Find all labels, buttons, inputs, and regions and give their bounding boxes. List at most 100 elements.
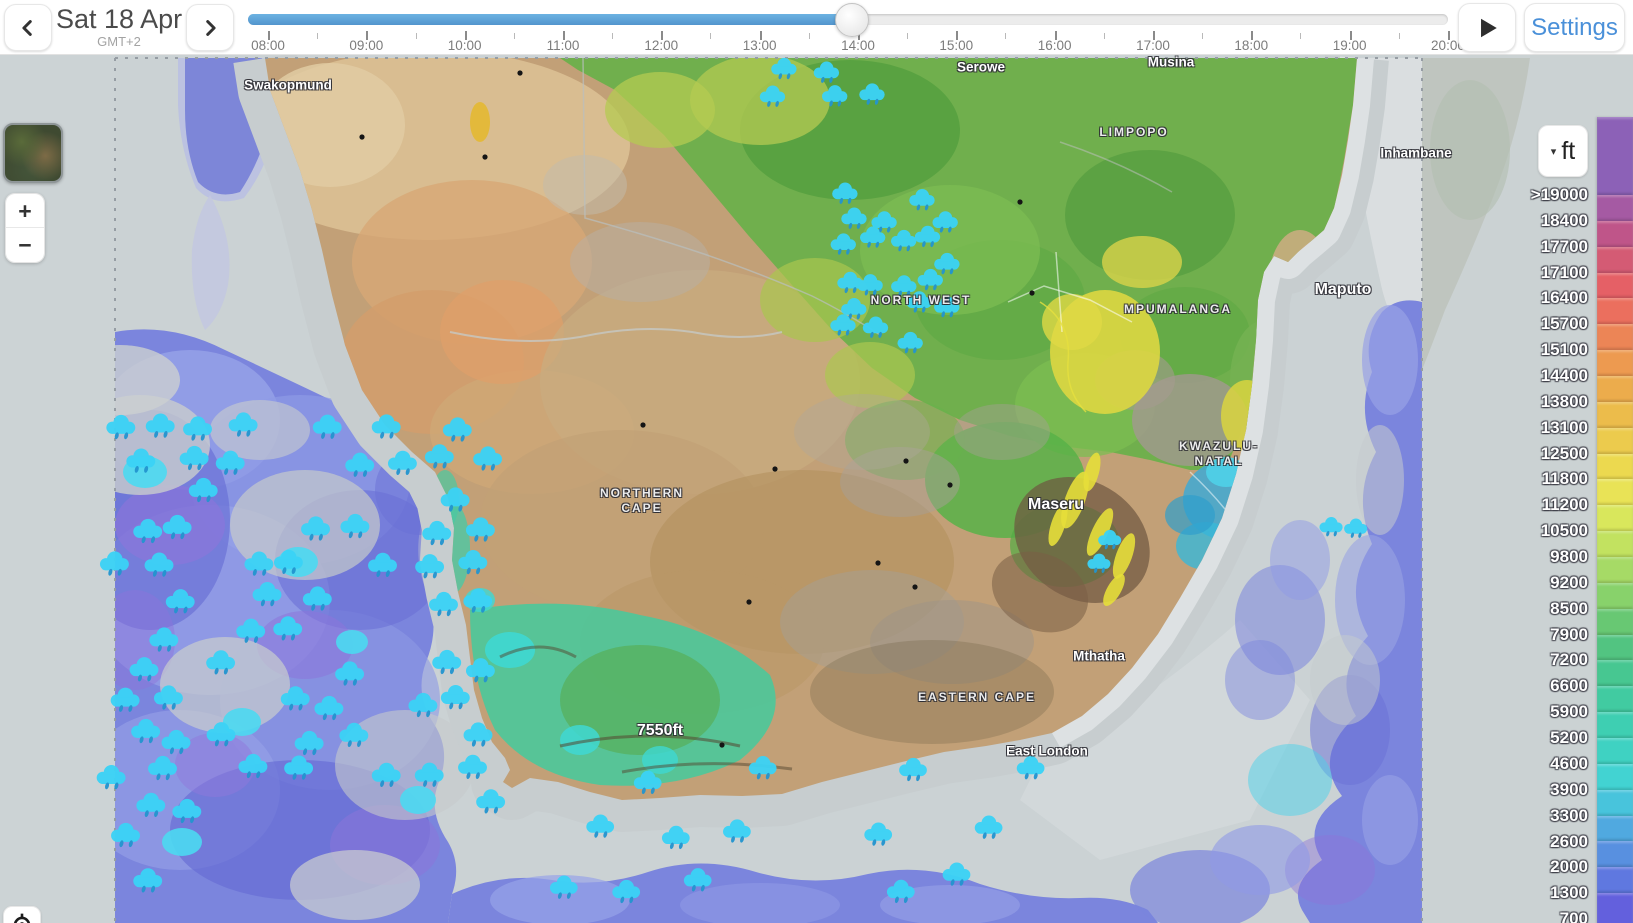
date-display: Sat 18 Apr GMT+2 [56, 4, 182, 49]
chevron-right-icon [206, 19, 216, 36]
time-tick-label: 13:00 [742, 38, 777, 53]
legend-color-band [1597, 893, 1633, 923]
time-tick-minor [710, 33, 712, 39]
legend-color-band [1597, 195, 1633, 221]
minimap-thumbnail[interactable] [3, 123, 63, 183]
time-tick [1447, 31, 1450, 40]
time-slider[interactable]: 08:00 09:00 10:00 11:00 12:00 13:00 14:00 15:00… [248, 0, 1465, 55]
time-tick-minor [1103, 33, 1105, 39]
time-tick [1349, 31, 1352, 40]
town-dot [772, 466, 778, 472]
legend-color-band [1597, 479, 1633, 506]
time-tick-label: 09:00 [349, 38, 384, 53]
time-tick-minor [1005, 33, 1007, 39]
time-tick-label: 11:00 [546, 38, 580, 53]
legend-color-band [1597, 401, 1633, 428]
map-canvas [0, 55, 1633, 923]
chevron-left-icon [22, 19, 32, 36]
legend-color-band [1597, 272, 1633, 299]
legend-color-band [1597, 220, 1633, 247]
legend-color-band [1597, 686, 1633, 713]
legend-color-band [1597, 841, 1633, 868]
time-tick-label: 12:00 [644, 38, 679, 53]
time-tick [562, 31, 565, 40]
legend-color-band [1597, 246, 1633, 273]
current-date: Sat 18 Apr [56, 4, 183, 34]
legend-color-band [1597, 867, 1633, 894]
time-tick [661, 31, 664, 40]
time-tick-minor [612, 33, 614, 39]
time-tick-minor [415, 33, 417, 39]
legend-color-band [1597, 427, 1633, 454]
legend-color-band [1597, 582, 1633, 609]
legend-color-band [1597, 505, 1633, 532]
time-tick-minor [907, 33, 909, 39]
time-tick [464, 31, 467, 40]
time-tick [956, 31, 959, 40]
time-tick-label: 18:00 [1234, 38, 1269, 53]
town-dot [746, 599, 752, 605]
town-dot [947, 482, 953, 488]
time-tick-minor [1202, 33, 1204, 39]
legend-color-band [1597, 763, 1633, 790]
locate-button[interactable] [3, 906, 41, 923]
time-tick-label: 14:00 [841, 38, 875, 53]
town-dot [482, 154, 488, 160]
time-tick-label: 08:00 [251, 38, 285, 53]
time-tick [759, 31, 762, 40]
unit-selector[interactable]: ▾ ft [1538, 125, 1588, 177]
timezone-label: GMT+2 [97, 34, 141, 49]
time-tick [1251, 31, 1254, 40]
chevron-down-icon: ▾ [1550, 145, 1557, 158]
town-dot [903, 458, 909, 464]
time-tick-minor [808, 33, 810, 39]
time-tick-minor [1300, 33, 1302, 39]
elevation-color-scale [1597, 117, 1633, 923]
town-dot [359, 134, 365, 140]
legend-color-band [1597, 298, 1633, 325]
time-tick-label: 19:00 [1332, 38, 1367, 53]
town-dot [1017, 199, 1023, 205]
town-dot [912, 584, 918, 590]
town-dot [875, 560, 881, 566]
zoom-in-button[interactable]: + [6, 194, 44, 228]
next-day-button[interactable] [186, 4, 234, 51]
time-slider-handle[interactable] [835, 3, 869, 37]
time-tick-minor [513, 33, 515, 39]
legend-color-band [1597, 789, 1633, 816]
time-tick-label: 20:00 [1431, 38, 1465, 53]
zoom-controls: + − [5, 193, 45, 263]
legend-color-band [1597, 815, 1633, 842]
prev-day-button[interactable] [4, 4, 52, 51]
legend-color-band [1597, 453, 1633, 480]
time-tick-minor [317, 33, 319, 39]
zoom-out-button[interactable]: − [6, 228, 44, 262]
legend-color-band [1597, 557, 1633, 583]
legend-color-band [1597, 324, 1633, 351]
legend-color-band [1597, 350, 1633, 377]
time-tick [366, 31, 369, 40]
time-tick-minor [1398, 33, 1400, 39]
time-tick [268, 31, 270, 40]
town-dot [640, 422, 646, 428]
legend-color-band [1597, 738, 1633, 764]
legend-color-band [1597, 660, 1633, 687]
legend-color-band [1597, 712, 1633, 739]
legend-color-band [1597, 634, 1633, 661]
map-area[interactable]: Swakopmund Serowe Musina LIMPOPO Inhambane Ma… [0, 55, 1633, 923]
town-dot [719, 742, 725, 748]
legend-color-band [1597, 117, 1633, 195]
legend-color-band [1597, 531, 1633, 558]
legend-color-band [1597, 608, 1633, 635]
unit-label: ft [1561, 136, 1576, 165]
crosshair-icon [13, 913, 31, 923]
town-dot [1029, 290, 1035, 296]
play-icon [1481, 18, 1497, 37]
settings-button[interactable]: Settings [1524, 3, 1625, 52]
time-tick [1152, 31, 1155, 40]
play-button[interactable] [1458, 3, 1516, 52]
time-tick-label: 17:00 [1136, 38, 1170, 53]
toolbar: Sat 18 Apr GMT+2 08:00 09:00 10:00 11:00 12:… [0, 0, 1633, 55]
time-tick-label: 16:00 [1037, 38, 1072, 53]
